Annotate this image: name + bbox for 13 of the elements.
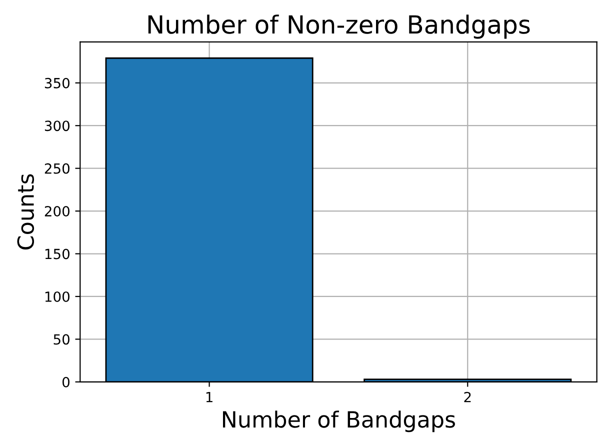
x-axis-title: Number of Bandgaps: [223, 410, 456, 432]
y-tick-label: 150: [45, 248, 70, 260]
y-tick-label: 50: [54, 334, 70, 345]
y-tick-label: 200: [44, 206, 70, 217]
x-tick-label: 1: [206, 392, 212, 402]
y-tick-label: 0: [62, 376, 70, 388]
y-tick-label: 300: [44, 120, 70, 132]
y-tick-label: 350: [44, 78, 70, 88]
y-tick-label: 250: [44, 163, 70, 174]
y-tick-label: 100: [45, 291, 70, 302]
x-tick-label: 2: [464, 392, 471, 402]
chart-title: Number of Non-zero Bandgaps: [148, 14, 530, 39]
y-axis-title: Counts: [17, 174, 34, 250]
